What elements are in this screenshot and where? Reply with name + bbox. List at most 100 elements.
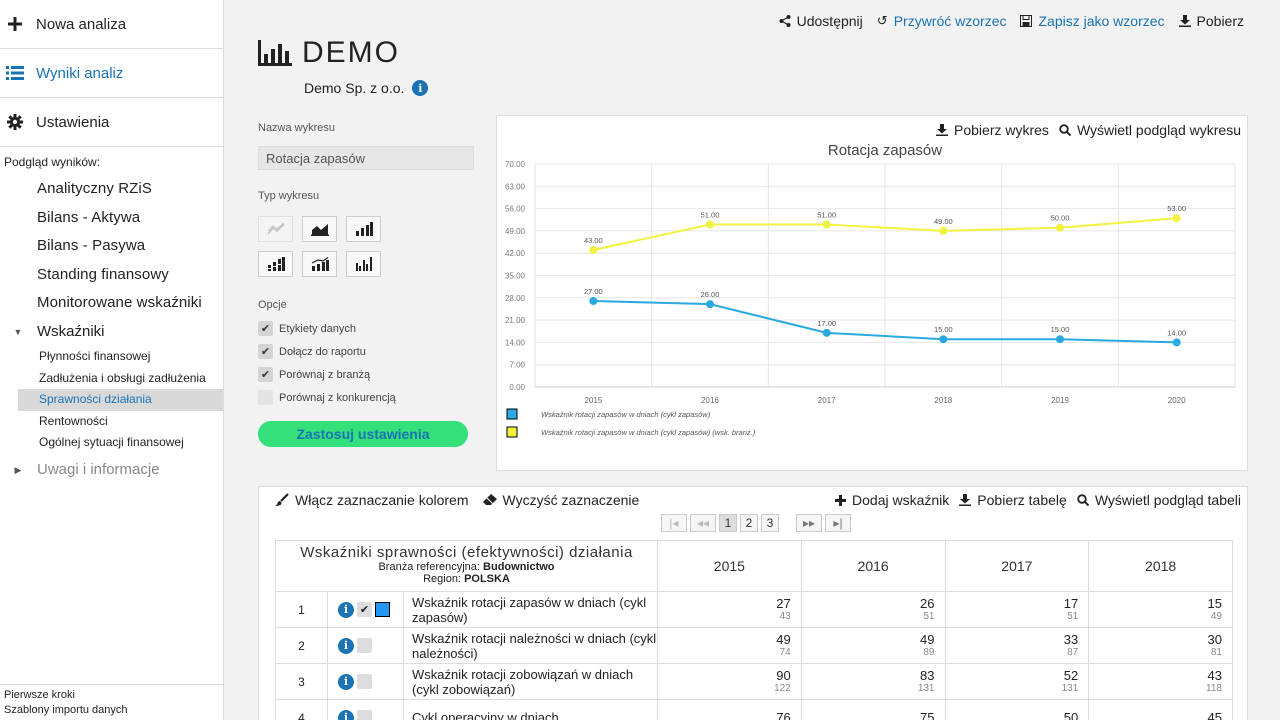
data-point: [939, 335, 948, 344]
data-label: 27.00: [584, 287, 603, 296]
pager-page-3[interactable]: 3: [761, 514, 779, 532]
data-point: [706, 220, 714, 229]
value-cell: 15 49: [1088, 591, 1233, 628]
checkbox-unchecked-icon[interactable]: [258, 390, 273, 405]
option-data-labels[interactable]: ✔ Etykiety danych: [258, 317, 476, 340]
download-chart-button[interactable]: Pobierz wykres: [936, 122, 1049, 138]
pager-prev-button[interactable]: ◂◂: [690, 514, 716, 532]
year-header: 2017: [944, 540, 1090, 592]
sidebar-item-liabilities[interactable]: Bilans - Pasywa: [37, 237, 146, 254]
chart-actions: Pobierz wykres Wyświetl podgląd wykresu: [936, 122, 1241, 138]
sidebar-sub-debt[interactable]: Zadłużenia i obsługi zadłużenia: [39, 370, 206, 385]
info-icon[interactable]: i: [412, 80, 429, 96]
table-row: 3 i Wskaźnik rotacji zobowiązań w dniach…: [275, 663, 1233, 700]
company-value: 43: [1207, 667, 1222, 683]
share-button[interactable]: Udostępnij: [779, 13, 863, 29]
value-cell: 90 122: [657, 663, 802, 700]
value-cell: 17 51: [944, 591, 1090, 628]
apply-settings-button[interactable]: Zastosuj ustawienia: [258, 421, 468, 447]
chart: Rotacja zapasów 0.00 7.00 14.00 21.00 28.00 35…: [505, 142, 1236, 438]
company-value: 76: [776, 710, 791, 720]
y-tick-label: 0.00: [509, 383, 525, 392]
year-header: 2015: [657, 540, 802, 592]
table-region: Region: POLSKA: [276, 573, 657, 585]
pager-next-button[interactable]: ▸▸: [796, 514, 822, 532]
sidebar-item-assets[interactable]: Bilans - Aktywa: [37, 208, 141, 226]
value-cell: 26 51: [800, 591, 946, 628]
sidebar-item-monitored[interactable]: Monitorowane wskaźniki: [37, 294, 202, 311]
company-value: 90: [776, 667, 791, 683]
y-tick-label: 28.00: [505, 294, 526, 303]
add-indicator-button[interactable]: Dodaj wskaźnik: [835, 492, 949, 508]
download-icon: [1178, 15, 1191, 27]
info-icon[interactable]: i: [338, 673, 354, 690]
data-label: 17.00: [817, 319, 836, 328]
row-checkbox[interactable]: [357, 710, 372, 720]
footer-link-import-templates[interactable]: Szablony importu danych: [4, 704, 128, 716]
row-checkbox[interactable]: ✔: [357, 602, 372, 617]
data-point: [1172, 214, 1181, 223]
option-compare-competition[interactable]: Porównaj z konkurencją: [258, 386, 476, 409]
pager-first-button[interactable]: |◂: [661, 514, 687, 532]
info-icon[interactable]: i: [338, 637, 354, 654]
sidebar-item-standing[interactable]: Standing finansowy: [37, 265, 169, 283]
table-title: Wskaźniki sprawności (efektywności) dzia…: [300, 544, 633, 561]
sidebar-sub-general[interactable]: Ogólnej sytuacji finansowej: [39, 435, 184, 449]
sidebar-group-notes[interactable]: ▶ Uwagi i informacje: [0, 456, 223, 485]
checkbox-checked-icon[interactable]: ✔: [258, 367, 273, 382]
checkbox-checked-icon[interactable]: ✔: [258, 344, 273, 359]
sidebar-group-indicators[interactable]: ▼ Wskaźniki: [0, 318, 223, 347]
save-template-button[interactable]: Zapisz jako wzorzec: [1020, 13, 1165, 29]
x-tick-label: 2018: [934, 396, 952, 405]
restore-template-button[interactable]: ↺ Przywróć wzorzec: [877, 13, 1007, 29]
eraser-icon: [482, 494, 497, 505]
industry-value: 118: [1206, 682, 1222, 694]
chart-type-line-button[interactable]: [258, 216, 293, 242]
indicator-name: Wskaźnik rotacji zapasów w dniach (cykl …: [403, 591, 658, 628]
chart-settings-panel: Nazwa wykresu Typ wykresu Opcje ✔ Etykiet…: [258, 122, 476, 447]
row-checkbox[interactable]: [357, 674, 372, 689]
chart-type-stacked-bar-button[interactable]: [258, 251, 293, 277]
clear-mark-button[interactable]: Wyczyść zaznaczenie: [482, 492, 639, 508]
download-table-button[interactable]: Pobierz tabelę: [959, 492, 1067, 508]
preview-chart-button[interactable]: Wyświetl podgląd wykresu: [1059, 122, 1241, 138]
color-mark-button[interactable]: Włącz zaznaczanie kolorem: [275, 492, 469, 508]
grouped-bar-icon: [355, 257, 372, 271]
sidebar-sub-efficiency[interactable]: Sprawności działania: [18, 389, 223, 411]
value-cell: 83 131: [800, 663, 946, 700]
legend-label: Wskaźnik rotacji zapasów w dniach (cykl …: [541, 410, 711, 419]
sidebar-item-rzis[interactable]: Analityczny RZiS: [37, 180, 152, 197]
sidebar-sub-liquidity[interactable]: Płynności finansowej: [39, 349, 151, 363]
table-tools-right: Dodaj wskaźnik Pobierz tabelę Wyświetl p…: [835, 492, 1241, 508]
pager-last-button[interactable]: ▸|: [825, 514, 851, 532]
sidebar-settings[interactable]: Ustawienia: [0, 98, 223, 147]
info-icon[interactable]: i: [338, 709, 354, 720]
table-title-cell: Wskaźniki sprawności (efektywności) dzia…: [275, 540, 658, 592]
checkbox-checked-icon[interactable]: ✔: [258, 321, 273, 336]
chart-type-bar-line-button[interactable]: [302, 251, 337, 277]
region-label: Region:: [423, 573, 461, 585]
plus-icon: [6, 15, 24, 33]
row-number: 1: [275, 591, 328, 628]
series-color-swatch[interactable]: [375, 602, 390, 617]
chart-type-bar-button[interactable]: [346, 216, 381, 242]
download-button[interactable]: Pobierz: [1178, 13, 1244, 29]
sidebar-analysis-results[interactable]: Wyniki analiz: [0, 49, 223, 98]
option-compare-industry[interactable]: ✔ Porównaj z branżą: [258, 363, 476, 386]
chart-type-area-button[interactable]: [302, 216, 337, 242]
sidebar-sub-profitability[interactable]: Rentowności: [39, 413, 108, 428]
option-include-report[interactable]: ✔ Dołącz do raportu: [258, 340, 476, 363]
pager-page-2[interactable]: 2: [740, 514, 758, 532]
save-icon: [1020, 15, 1033, 27]
chart-type-grouped-bar-button[interactable]: [346, 251, 381, 277]
chart-name-input[interactable]: [258, 146, 474, 170]
row-checkbox[interactable]: [357, 638, 372, 653]
sidebar-new-analysis[interactable]: Nowa analiza: [0, 0, 223, 49]
industry-value: 122: [774, 682, 791, 694]
preview-table-button[interactable]: Wyświetl podgląd tabeli: [1077, 492, 1241, 508]
pager-page-1[interactable]: 1: [719, 514, 737, 532]
footer-link-first-steps[interactable]: Pierwsze kroki: [4, 689, 75, 701]
info-icon[interactable]: i: [338, 601, 354, 618]
share-icon: [779, 15, 791, 27]
row-controls: i: [327, 627, 404, 664]
